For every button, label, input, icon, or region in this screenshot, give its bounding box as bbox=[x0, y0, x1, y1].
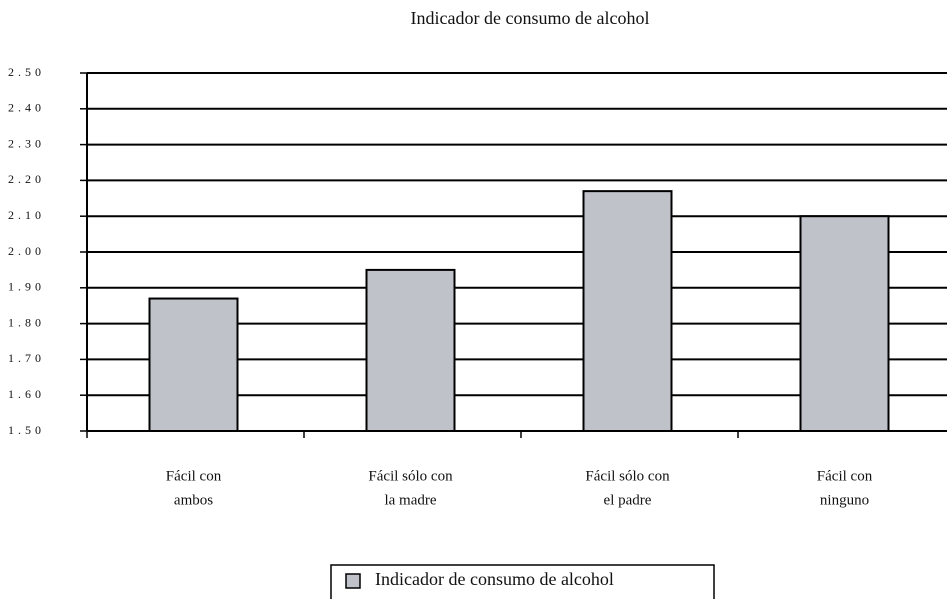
bar bbox=[799, 215, 890, 432]
x-tick-label: Fácil con bbox=[817, 468, 873, 484]
bar bbox=[582, 190, 673, 432]
y-tick-label: 1.90 bbox=[8, 280, 45, 294]
x-tick-label: la madre bbox=[384, 492, 436, 508]
x-tick-label: Fácil con bbox=[166, 468, 222, 484]
y-tick-label: 1.80 bbox=[8, 315, 45, 329]
legend-label: Indicador de consumo de alcohol bbox=[375, 569, 614, 589]
y-tick-label: 2.50 bbox=[8, 65, 45, 79]
chart-title: Indicador de consumo de alcohol bbox=[411, 8, 650, 28]
bar bbox=[365, 268, 456, 432]
x-tick-label: el padre bbox=[604, 492, 652, 508]
y-tick-label: 1.70 bbox=[8, 351, 45, 365]
y-tick-label: 2.00 bbox=[8, 244, 45, 258]
x-tick-label: Fácil sólo con bbox=[585, 468, 670, 484]
x-tick-label: ambos bbox=[174, 492, 213, 508]
x-tick-label: Fácil sólo con bbox=[368, 468, 453, 484]
y-tick-label: 2.40 bbox=[8, 101, 45, 115]
legend-box bbox=[330, 564, 715, 599]
y-tick-label: 2.30 bbox=[8, 136, 45, 150]
legend-swatch bbox=[345, 573, 361, 589]
y-tick-label: 2.10 bbox=[8, 208, 45, 222]
x-tick-label: ninguno bbox=[820, 492, 869, 508]
y-tick-label: 2.20 bbox=[8, 172, 45, 186]
bar bbox=[148, 297, 239, 433]
y-tick-label: 1.60 bbox=[8, 387, 45, 401]
y-tick-label: 1.50 bbox=[8, 423, 45, 437]
